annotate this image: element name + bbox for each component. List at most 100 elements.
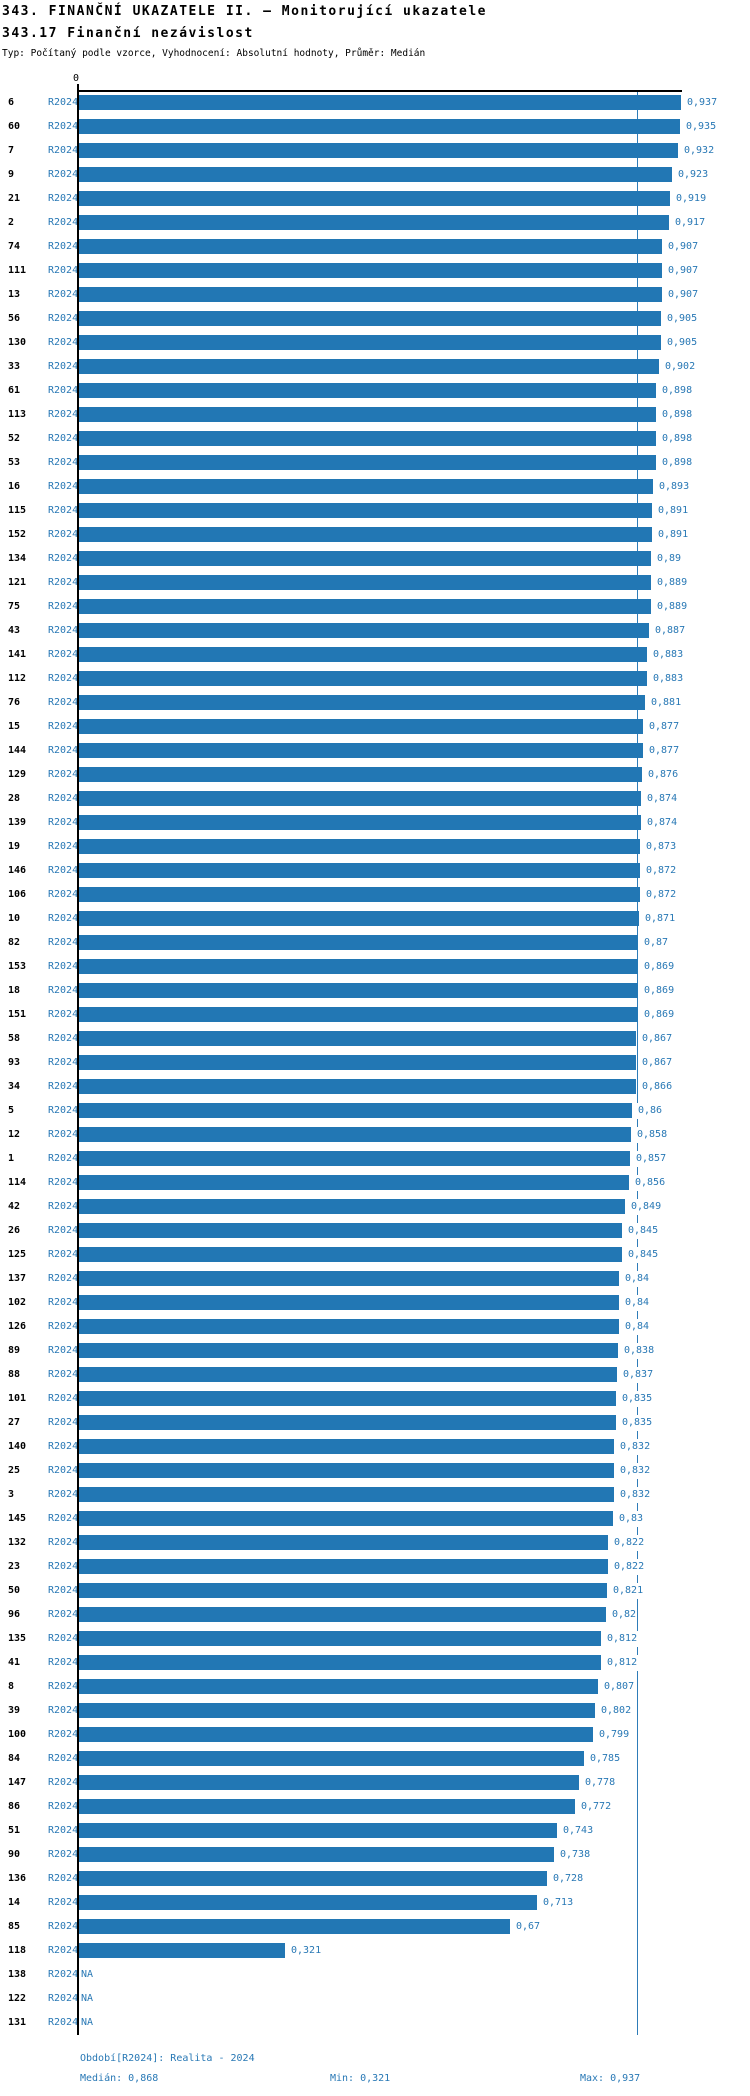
bar-value-label: 0,845 [627, 1247, 660, 1263]
bar-track: 0,807 [78, 1675, 750, 1699]
chart-row: 3 R2024 0,832 [0, 1483, 750, 1507]
bar-value-label: 0,919 [675, 191, 708, 207]
bar-track: 0,845 [78, 1243, 750, 1267]
bar-track: 0,883 [78, 667, 750, 691]
bar-value-label: 0,87 [643, 935, 670, 951]
row-period-label: R2024 [48, 937, 79, 948]
bar-track: 0,891 [78, 523, 750, 547]
row-period-label: R2024 [48, 457, 79, 468]
row-period-label: R2024 [48, 313, 79, 324]
bar-track: 0,869 [78, 1003, 750, 1027]
row-id-label: 12 [8, 1129, 21, 1140]
bar-value-label: 0,772 [580, 1799, 613, 1815]
chart-row: 113 R2024 0,898 [0, 403, 750, 427]
row-id-label: 101 [8, 1393, 27, 1404]
bar-value-label: 0,883 [652, 671, 685, 687]
chart-row: 151 R2024 0,869 [0, 1003, 750, 1027]
chart-row: 90 R2024 0,738 [0, 1843, 750, 1867]
row-period-label: R2024 [48, 241, 79, 252]
bar-value-label: 0,876 [647, 767, 680, 783]
bar-track: 0,905 [78, 307, 750, 331]
bar [79, 1559, 608, 1574]
bar [79, 263, 662, 278]
row-id-label: 90 [8, 1849, 21, 1860]
chart-row: 12 R2024 0,858 [0, 1123, 750, 1147]
row-period-label: R2024 [48, 1177, 79, 1188]
bar-value-label: 0,89 [656, 551, 683, 567]
bar-value-label: 0,887 [654, 623, 687, 639]
chart-row: 102 R2024 0,84 [0, 1291, 750, 1315]
row-period-label: R2024 [48, 1873, 79, 1884]
bar-value-label: 0,856 [634, 1175, 667, 1191]
bar-value-label: 0,728 [552, 1871, 585, 1887]
bar [79, 1607, 606, 1622]
bar [79, 527, 652, 542]
row-id-label: 145 [8, 1513, 27, 1524]
row-id-label: 75 [8, 601, 21, 612]
bar-track: 0,937 [78, 91, 750, 115]
chart-row: 27 R2024 0,835 [0, 1411, 750, 1435]
bar-value-label: 0,822 [613, 1559, 646, 1575]
bar-track: 0,905 [78, 331, 750, 355]
bar-track: 0,877 [78, 739, 750, 763]
bar [79, 1871, 547, 1886]
page-title: 343. FINANČNÍ UKAZATELE II. – Monitorují… [2, 4, 487, 19]
row-period-label: R2024 [48, 1513, 79, 1524]
bar-track: 0,872 [78, 883, 750, 907]
bar-value-label: 0,889 [656, 575, 689, 591]
chart-row: 28 R2024 0,874 [0, 787, 750, 811]
bar-value-label: 0,874 [646, 815, 679, 831]
bar [79, 719, 643, 734]
chart-row: 140 R2024 0,832 [0, 1435, 750, 1459]
bar [79, 647, 647, 662]
row-period-label: R2024 [48, 1993, 79, 2004]
bar-track: 0,889 [78, 595, 750, 619]
row-period-label: R2024 [48, 1729, 79, 1740]
row-period-label: R2024 [48, 1609, 79, 1620]
bar-track: 0,837 [78, 1363, 750, 1387]
bar [79, 143, 678, 158]
row-id-label: 115 [8, 505, 27, 516]
row-id-label: 135 [8, 1633, 27, 1644]
row-period-label: R2024 [48, 505, 79, 516]
chart-row: 144 R2024 0,877 [0, 739, 750, 763]
row-id-label: 74 [8, 241, 21, 252]
row-period-label: R2024 [48, 673, 79, 684]
row-period-label: R2024 [48, 1681, 79, 1692]
bar-track: 0,902 [78, 355, 750, 379]
bar-value-label: 0,874 [646, 791, 679, 807]
row-id-label: 137 [8, 1273, 27, 1284]
row-id-label: 39 [8, 1705, 21, 1716]
bar [79, 1847, 554, 1862]
row-id-label: 139 [8, 817, 27, 828]
row-period-label: R2024 [48, 1345, 79, 1356]
chart-row: 14 R2024 0,713 [0, 1891, 750, 1915]
bar-value-label: 0,898 [661, 383, 694, 399]
row-id-label: 122 [8, 1993, 27, 2004]
row-id-label: 113 [8, 409, 27, 420]
chart-row: 130 R2024 0,905 [0, 331, 750, 355]
bar [79, 1535, 608, 1550]
row-id-label: 8 [8, 1681, 15, 1692]
row-period-label: R2024 [48, 529, 79, 540]
row-period-label: R2024 [48, 1657, 79, 1668]
bar-track: 0,869 [78, 979, 750, 1003]
row-id-label: 34 [8, 1081, 21, 1092]
bar [79, 983, 638, 998]
row-period-label: R2024 [48, 649, 79, 660]
x-axis-line [78, 90, 682, 92]
row-period-label: R2024 [48, 409, 79, 420]
row-period-label: R2024 [48, 1225, 79, 1236]
row-id-label: 106 [8, 889, 27, 900]
bar [79, 1775, 579, 1790]
bar [79, 935, 638, 950]
row-period-label: R2024 [48, 1633, 79, 1644]
bar-track: 0,812 [78, 1627, 750, 1651]
bar-track: NA [78, 1987, 750, 2011]
bar-value-label: 0,877 [648, 743, 681, 759]
bar [79, 1655, 601, 1670]
bar-value-label: 0,785 [589, 1751, 622, 1767]
bar [79, 863, 640, 878]
bar-track: 0,87 [78, 931, 750, 955]
row-period-label: R2024 [48, 985, 79, 996]
